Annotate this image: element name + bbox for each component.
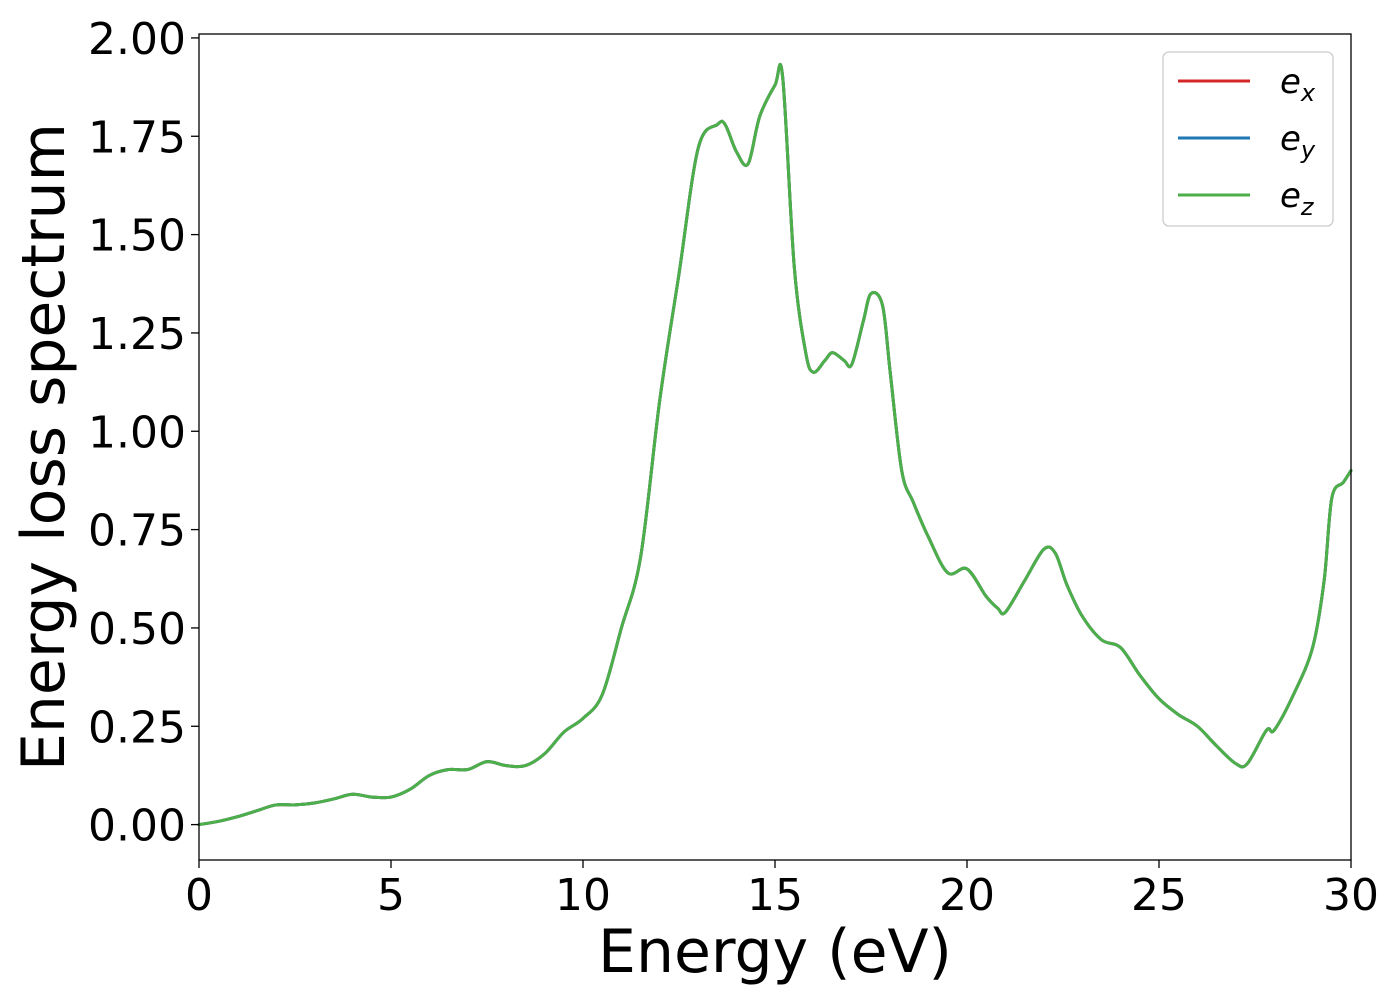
legend: ex ey ez bbox=[1162, 51, 1334, 227]
legend-label-ez: ez bbox=[1280, 176, 1315, 221]
y-axis-title: Energy loss spectrum bbox=[9, 123, 79, 771]
x-tick-label: 10 bbox=[555, 870, 611, 921]
y-axis-ticks: 0.00 0.25 0.50 0.75 1.00 1.25 1.50 1.75 2.00 bbox=[88, 14, 199, 852]
legend-entries: ex ey ez bbox=[1178, 62, 1316, 221]
y-tick-label: 1.25 bbox=[88, 309, 186, 360]
y-tick-label: 0.75 bbox=[88, 506, 186, 557]
y-tick-label: 1.00 bbox=[88, 407, 186, 458]
x-tick-label: 30 bbox=[1323, 870, 1379, 921]
x-axis-title: Energy (eV) bbox=[598, 917, 952, 987]
series-layer bbox=[197, 62, 1353, 827]
x-tick-label: 25 bbox=[1131, 870, 1187, 921]
y-tick-label: 0.00 bbox=[88, 801, 186, 852]
x-tick-label: 0 bbox=[185, 870, 213, 921]
legend-label-ey: ey bbox=[1280, 119, 1316, 164]
plot-area bbox=[199, 34, 1351, 860]
y-tick-label: 0.25 bbox=[88, 702, 186, 753]
y-tick-label: 0.50 bbox=[88, 604, 186, 655]
series-line-ez bbox=[197, 62, 1353, 827]
x-axis-ticks: 0 5 10 15 20 25 30 bbox=[185, 860, 1379, 921]
x-tick-label: 15 bbox=[747, 870, 803, 921]
y-tick-label: 1.50 bbox=[88, 211, 186, 262]
x-tick-label: 5 bbox=[377, 870, 405, 921]
x-tick-label: 20 bbox=[939, 870, 995, 921]
y-tick-label: 1.75 bbox=[88, 112, 186, 163]
y-tick-label: 2.00 bbox=[88, 14, 186, 65]
legend-label-ex: ex bbox=[1280, 62, 1316, 107]
